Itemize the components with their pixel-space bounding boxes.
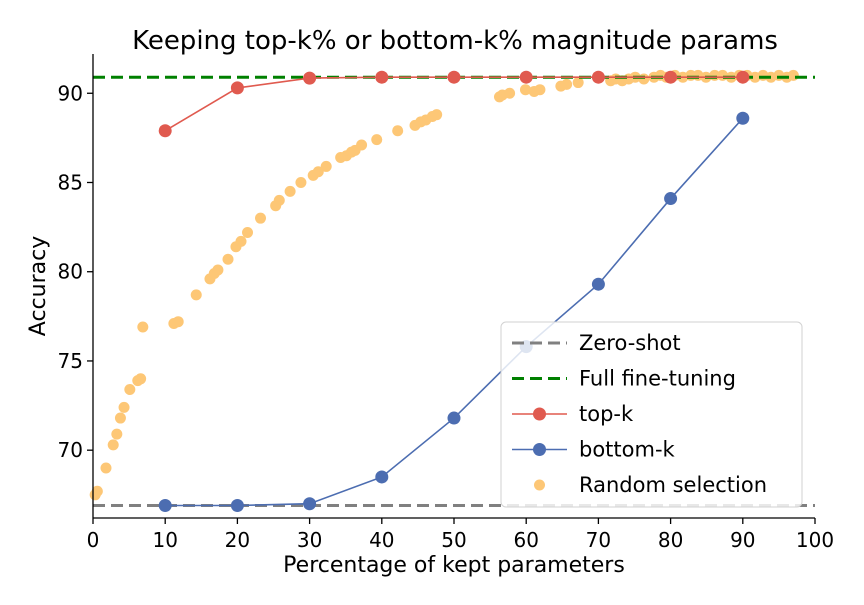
top-k-point: [591, 70, 605, 84]
top-k-point: [447, 70, 461, 84]
legend-random-selection-marker: [534, 479, 545, 491]
random-selection-point: [118, 401, 130, 413]
legend-top-k-label: top-k: [579, 402, 634, 426]
random-selection-point: [91, 485, 103, 497]
x-tick-label: 100: [796, 528, 834, 552]
random-selection-point: [212, 264, 224, 276]
random-selection-point: [124, 384, 136, 396]
x-tick-label: 0: [87, 528, 100, 552]
ticks-layer: 0 10 20 30 40 50 60 70 80 90 100 70 75 80 85 90: [58, 81, 835, 552]
random-selection-point: [100, 462, 112, 474]
random-selection-point: [561, 78, 573, 90]
random-selection-point: [504, 87, 516, 99]
random-selection-point: [242, 226, 254, 238]
random-selection-point: [137, 321, 149, 333]
bottom-k-point: [230, 499, 244, 513]
random-selection-point: [356, 139, 368, 151]
y-tick-label: 85: [58, 170, 83, 194]
random-selection-point: [572, 77, 584, 89]
random-selection-point: [320, 160, 332, 172]
random-selection-point: [371, 134, 383, 146]
top-k-line: [164, 76, 743, 132]
x-tick-label: 60: [513, 528, 538, 552]
top-k-point: [230, 81, 244, 95]
top-k-point: [736, 70, 750, 84]
x-tick-label: 70: [586, 528, 611, 552]
top-k-point: [519, 70, 533, 84]
random-selection-point: [534, 84, 546, 96]
random-selection-point: [312, 166, 324, 178]
legend-full-fine-tuning-label: Full fine-tuning: [579, 367, 736, 391]
top-k-point: [664, 70, 678, 84]
random-selection-point: [273, 194, 285, 206]
bottom-k-point: [447, 411, 461, 425]
y-axis-label: Accuracy: [26, 236, 51, 336]
bottom-k-point: [375, 470, 389, 484]
x-tick-label: 50: [441, 528, 466, 552]
random-selection-point: [222, 253, 234, 265]
x-tick-label: 20: [225, 528, 250, 552]
x-tick-label: 30: [297, 528, 322, 552]
bottom-k-point: [736, 111, 750, 125]
top-k-point: [303, 71, 317, 85]
random-selection-point: [172, 316, 184, 328]
random-selection-point: [135, 373, 147, 385]
random-selection-point: [111, 428, 123, 440]
top-k-point: [158, 124, 172, 138]
x-tick-label: 80: [658, 528, 683, 552]
bottom-k-point: [664, 192, 678, 206]
bottom-k-point: [158, 499, 172, 513]
random-selection-point: [114, 412, 126, 424]
legend-zero-shot-label: Zero-shot: [579, 331, 681, 355]
series-layer: [89, 69, 815, 513]
x-tick-label: 40: [369, 528, 394, 552]
random-selection-point: [235, 235, 247, 247]
y-tick-label: 80: [58, 260, 83, 284]
legend-random-selection-label: Random selection: [579, 473, 767, 497]
random-selection-point: [107, 439, 119, 451]
x-axis-label: Percentage of kept parameters: [283, 553, 625, 578]
random-selection-point: [787, 69, 799, 81]
random-selection-point: [638, 73, 650, 85]
random-selection-point: [431, 109, 443, 121]
legend-frame: [500, 321, 803, 508]
x-tick-label: 10: [152, 528, 177, 552]
y-tick-label: 90: [58, 81, 83, 105]
random-selection-point: [519, 84, 531, 96]
random-selection-point: [284, 185, 296, 197]
random-selection-point: [190, 289, 202, 301]
top-k-point: [375, 70, 389, 84]
random-selection-point: [255, 212, 267, 224]
y-tick-label: 70: [58, 438, 83, 462]
legend: Zero-shot Full fine-tuning top-k bottom-k Ra…: [500, 321, 803, 508]
y-tick-label: 75: [58, 349, 83, 373]
random-selection-point: [392, 125, 404, 137]
legend-top-k-marker: [533, 407, 546, 421]
x-tick-label: 90: [730, 528, 755, 552]
random-selection-point: [295, 176, 307, 188]
chart-title: Keeping top-k% or bottom-k% magnitude pa…: [132, 26, 778, 56]
bottom-k-point: [303, 497, 317, 511]
legend-bottom-k-label: bottom-k: [579, 438, 676, 462]
bottom-k-point: [591, 277, 605, 291]
legend-bottom-k-marker: [533, 443, 546, 456]
